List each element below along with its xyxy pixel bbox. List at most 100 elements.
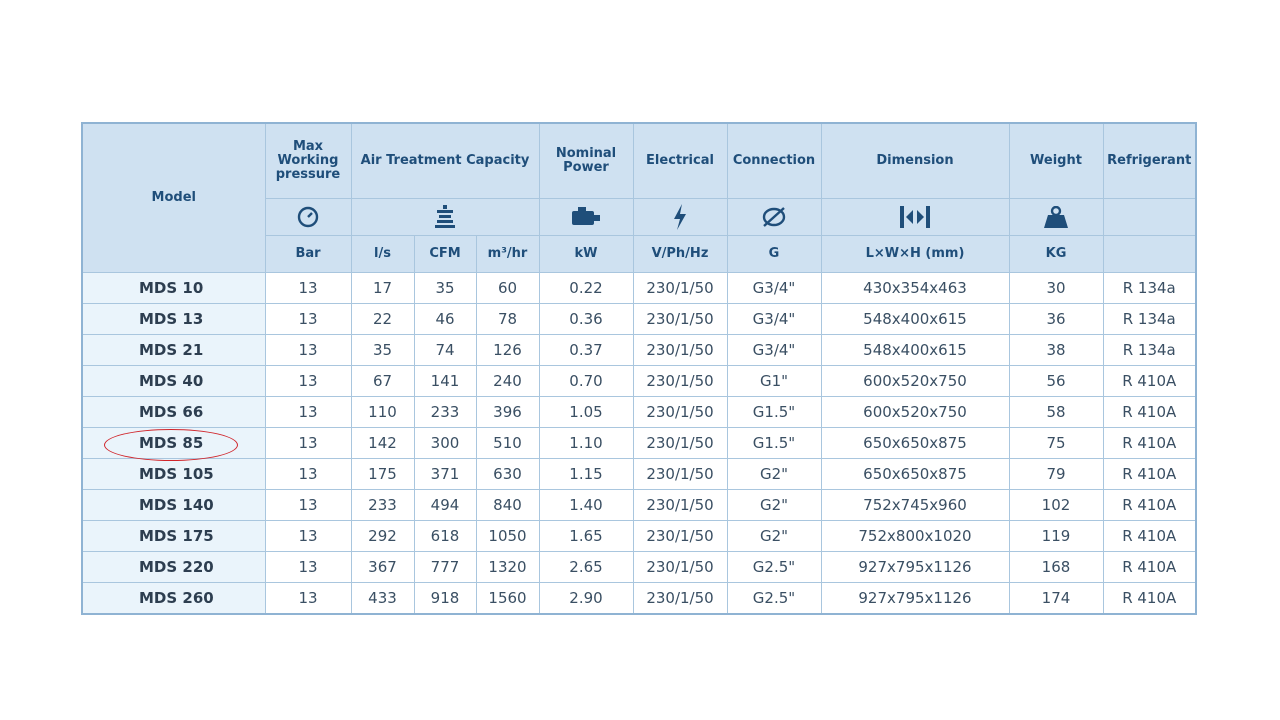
unit-kw: kW xyxy=(538,235,634,273)
pressure-cell: 13 xyxy=(264,396,352,428)
electrical-cell: 230/1/50 xyxy=(632,303,728,335)
m3hr-cell: 1560 xyxy=(475,582,540,615)
connection-cell: G2" xyxy=(726,520,822,552)
electrical-cell: 230/1/50 xyxy=(632,520,728,552)
connection-cell: G2" xyxy=(726,489,822,521)
dimension-cell: 752x800x1020 xyxy=(820,520,1010,552)
dimension-cell: 600x520x750 xyxy=(820,365,1010,397)
pressure-cell: 13 xyxy=(264,365,352,397)
table-row: MDS 66 13 110 233 396 1.05 230/1/50 G1.5" 600x52… xyxy=(81,396,1197,428)
table-row: MDS 10 13 17 35 60 0.22 230/1/50 G3/4" 430x354x4… xyxy=(81,272,1197,304)
weight-cell: 174 xyxy=(1008,582,1104,615)
icon-cell-pressure xyxy=(264,198,352,236)
icon-cell-weight xyxy=(1008,198,1104,236)
weight-cell: 56 xyxy=(1008,365,1104,397)
cfm-cell: 74 xyxy=(413,334,477,366)
electrical-cell: 230/1/50 xyxy=(632,489,728,521)
unit-electrical: V/Ph/Hz xyxy=(632,235,728,273)
m3hr-cell: 1050 xyxy=(475,520,540,552)
m3hr-cell: 630 xyxy=(475,458,540,490)
electrical-cell: 230/1/50 xyxy=(632,365,728,397)
connection-cell: G3/4" xyxy=(726,272,822,304)
m3hr-cell: 396 xyxy=(475,396,540,428)
unit-m3hr: m³/hr xyxy=(475,235,540,273)
dimension-cell: 548x400x615 xyxy=(820,303,1010,335)
power-cell: 0.70 xyxy=(538,365,634,397)
dimension-arrows-icon xyxy=(900,206,930,228)
header-refrigerant: Refrigerant xyxy=(1102,122,1197,199)
weight-cell: 58 xyxy=(1008,396,1104,428)
pressure-cell: 13 xyxy=(264,303,352,335)
icon-cell-dimension xyxy=(820,198,1010,236)
pressure-cell: 13 xyxy=(264,582,352,615)
icon-cell-refrigerant xyxy=(1102,198,1197,236)
refrigerant-cell: R 410A xyxy=(1102,396,1197,428)
connection-cell: G1.5" xyxy=(726,427,822,459)
electrical-cell: 230/1/50 xyxy=(632,272,728,304)
m3hr-cell: 1320 xyxy=(475,551,540,583)
model-cell: MDS 66 xyxy=(81,396,266,428)
refrigerant-cell: R 134a xyxy=(1102,334,1197,366)
model-cell: MDS 140 xyxy=(81,489,266,521)
electrical-cell: 230/1/50 xyxy=(632,458,728,490)
air-filter-icon xyxy=(435,205,455,229)
ls-cell: 292 xyxy=(350,520,415,552)
header-electrical: Electrical xyxy=(632,122,728,199)
header-weight: Weight xyxy=(1008,122,1104,199)
connection-cell: G2" xyxy=(726,458,822,490)
pressure-cell: 13 xyxy=(264,458,352,490)
spec-table-container: Model Max Working pressure Air Treatment… xyxy=(81,122,1197,615)
model-cell: MDS 105 xyxy=(81,458,266,490)
refrigerant-cell: R 410A xyxy=(1102,458,1197,490)
unit-connection: G xyxy=(726,235,822,273)
table-row: MDS 85 13 142 300 510 1.10 230/1/50 G1.5" 650x65… xyxy=(81,427,1197,459)
icon-cell-air xyxy=(350,198,540,236)
pressure-cell: 13 xyxy=(264,520,352,552)
weight-cell: 36 xyxy=(1008,303,1104,335)
table-row: MDS 40 13 67 141 240 0.70 230/1/50 G1" 600x520x7… xyxy=(81,365,1197,397)
weight-cell: 38 xyxy=(1008,334,1104,366)
cfm-cell: 918 xyxy=(413,582,477,615)
unit-cfm: CFM xyxy=(413,235,477,273)
table-row: MDS 140 13 233 494 840 1.40 230/1/50 G2" 752x745… xyxy=(81,489,1197,521)
unit-bar: Bar xyxy=(264,235,352,273)
unit-dimension: L×W×H (mm) xyxy=(820,235,1010,273)
table-row: MDS 220 13 367 777 1320 2.65 230/1/50 G2.5" 927x… xyxy=(81,551,1197,583)
ls-cell: 142 xyxy=(350,427,415,459)
dimension-cell: 430x354x463 xyxy=(820,272,1010,304)
ls-cell: 35 xyxy=(350,334,415,366)
table-row: MDS 260 13 433 918 1560 2.90 230/1/50 G2.5" 927x… xyxy=(81,582,1197,615)
m3hr-cell: 60 xyxy=(475,272,540,304)
refrigerant-cell: R 134a xyxy=(1102,303,1197,335)
connection-cell: G3/4" xyxy=(726,334,822,366)
pipe-diameter-icon xyxy=(761,206,787,228)
table-row: MDS 105 13 175 371 630 1.15 230/1/50 G2" 650x650… xyxy=(81,458,1197,490)
pressure-cell: 13 xyxy=(264,427,352,459)
electrical-cell: 230/1/50 xyxy=(632,427,728,459)
dimension-cell: 650x650x875 xyxy=(820,427,1010,459)
electrical-cell: 230/1/50 xyxy=(632,582,728,615)
header-max-pressure: Max Working pressure xyxy=(264,122,352,199)
icon-cell-connection xyxy=(726,198,822,236)
dimension-cell: 600x520x750 xyxy=(820,396,1010,428)
spec-table: Model Max Working pressure Air Treatment… xyxy=(81,122,1197,615)
header-air-treatment: Air Treatment Capacity xyxy=(350,122,540,199)
icon-cell-power xyxy=(538,198,634,236)
model-cell: MDS 220 xyxy=(81,551,266,583)
weight-cell: 102 xyxy=(1008,489,1104,521)
m3hr-cell: 126 xyxy=(475,334,540,366)
dimension-cell: 927x795x1126 xyxy=(820,582,1010,615)
ls-cell: 367 xyxy=(350,551,415,583)
refrigerant-cell: R 410A xyxy=(1102,520,1197,552)
m3hr-cell: 510 xyxy=(475,427,540,459)
refrigerant-cell: R 410A xyxy=(1102,551,1197,583)
unit-refrigerant-empty xyxy=(1102,235,1197,273)
cfm-cell: 46 xyxy=(413,303,477,335)
refrigerant-cell: R 410A xyxy=(1102,582,1197,615)
refrigerant-cell: R 410A xyxy=(1102,489,1197,521)
weight-cell: 119 xyxy=(1008,520,1104,552)
model-cell: MDS 13 xyxy=(81,303,266,335)
motor-icon xyxy=(570,207,602,227)
ls-cell: 175 xyxy=(350,458,415,490)
power-cell: 0.22 xyxy=(538,272,634,304)
